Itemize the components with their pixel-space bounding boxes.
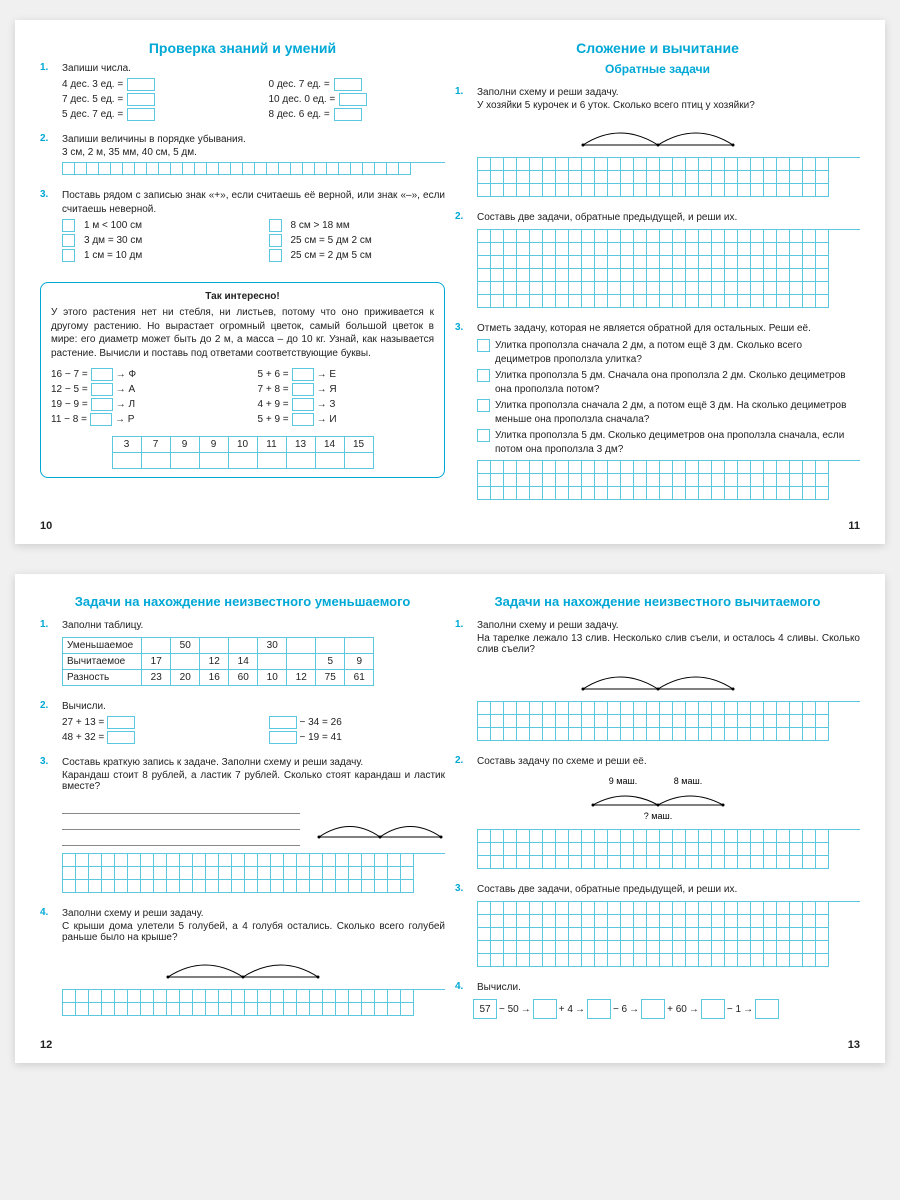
checkbox[interactable] [269,249,282,262]
answer-grid[interactable] [62,989,445,1016]
page-title: Задачи на нахождение неизвестного уменьш… [40,594,445,609]
page-number: 12 [40,1033,445,1051]
section-title: Сложение и вычитание [455,40,860,56]
exercise-1: 1.Заполни таблицу. Уменьшаемое 50 30 Выч… [40,619,445,690]
exercise-4: 4.Вычисли. 57 − 50→ + 4→ − 6→ + 60→ − 1→ [455,981,860,1023]
spread-10-11: Проверка знаний и умений 1.Запиши числа.… [15,20,885,544]
exercise-3: 3.Составь краткую запись к задаче. Запол… [40,756,445,897]
page-12: Задачи на нахождение неизвестного уменьш… [40,594,445,1051]
page-number: 10 [40,514,445,532]
checkbox[interactable] [269,219,282,232]
data-table[interactable]: Уменьшаемое 50 30 Вычитаемое17 1214 59Ра… [62,637,374,686]
letter-table: 37991011131415 [112,436,374,469]
exercise-3: 3.Поставь рядом с записью знак «+», если… [40,189,445,264]
info-box: Так интересно! У этого растения нет ни с… [40,282,445,478]
checkbox[interactable] [269,234,282,247]
page-13: Задачи на нахождение неизвестного вычита… [455,594,860,1051]
scheme-diagram [315,812,445,845]
exercise-2: 2.Составь задачу по схеме и реши её. 9 м… [455,755,860,873]
page-10: Проверка знаний и умений 1.Запиши числа.… [40,40,445,532]
answer-grid[interactable] [477,460,860,500]
answer-grid[interactable] [477,901,860,967]
answer-blank[interactable] [334,78,362,91]
answer-grid[interactable] [477,701,860,741]
answer-grid[interactable] [477,229,860,308]
page-11: Сложение и вычитание Обратные задачи 1.З… [455,40,860,532]
svg-text:9 маш.: 9 маш. [608,776,636,786]
answer-blank[interactable] [127,78,155,91]
answer-grid[interactable] [477,829,860,869]
answer-blank[interactable] [127,93,155,106]
page-number: 13 [455,1033,860,1051]
exercise-2: 2.Составь две задачи, обратные предыдуще… [455,211,860,312]
write-line[interactable] [62,833,300,846]
exercise-3: 3.Составь две задачи, обратные предыдуще… [455,883,860,971]
calc-chain[interactable]: 57 − 50→ + 4→ − 6→ + 60→ − 1→ [473,999,860,1019]
scheme-diagram: 9 маш. 8 маш. ? маш. [588,775,728,823]
checkbox[interactable] [62,219,75,232]
subsection-title: Обратные задачи [455,62,860,76]
exercise-2: 2.Запиши величины в порядке убывания. 3 … [40,133,445,179]
answer-blank[interactable] [334,108,362,121]
answer-grid[interactable] [62,853,445,893]
checkbox[interactable] [477,339,490,352]
exercise-1: 1.Запиши числа. 4 дес. 3 ед. = 7 дес. 5 … [40,62,445,123]
page-title: Проверка знаний и умений [40,40,445,56]
answer-grid[interactable] [477,157,860,197]
exercise-1: 1.Заполни схему и реши задачу. У хозяйки… [455,86,860,201]
write-line[interactable] [62,801,300,814]
checkbox[interactable] [62,234,75,247]
scheme-diagram [163,949,323,983]
write-line[interactable] [62,817,300,830]
checkbox[interactable] [477,429,490,442]
checkbox[interactable] [477,369,490,382]
checkbox[interactable] [477,399,490,412]
page-number: 11 [455,514,860,532]
exercise-1: 1.Заполни схему и реши задачу. На тарелк… [455,619,860,745]
scheme-diagram [578,661,738,695]
spread-12-13: Задачи на нахождение неизвестного уменьш… [15,574,885,1063]
page-title: Задачи на нахождение неизвестного вычита… [455,594,860,609]
answer-blank[interactable] [127,108,155,121]
exercise-4: 4.Заполни схему и реши задачу. С крыши д… [40,907,445,1020]
answer-blank[interactable] [339,93,367,106]
answer-grid[interactable] [62,162,445,175]
exercise-3: 3.Отметь задачу, которая не является обр… [455,322,860,504]
svg-text:? маш.: ? маш. [643,811,671,821]
exercise-2: 2.Вычисли. 27 + 13 = 48 + 32 = − 34 = 26… [40,700,445,746]
checkbox[interactable] [62,249,75,262]
scheme-diagram [578,117,738,151]
svg-text:8 маш.: 8 маш. [673,776,701,786]
